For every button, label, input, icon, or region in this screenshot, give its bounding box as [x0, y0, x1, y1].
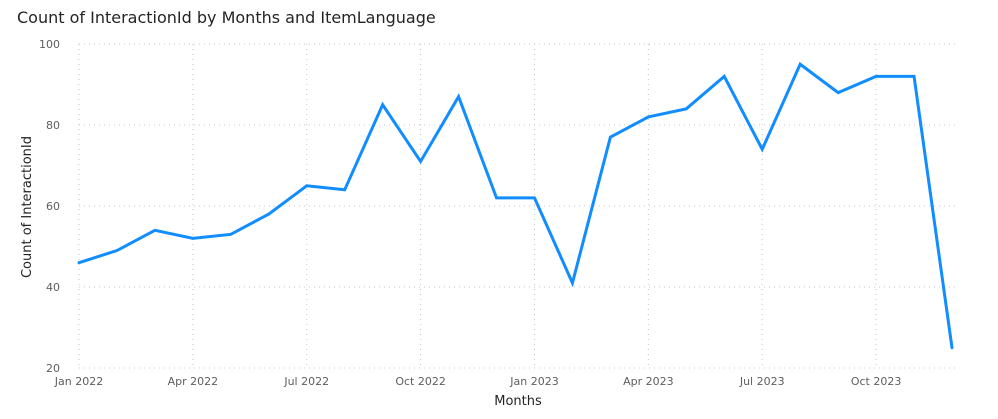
series-layer[interactable]	[75, 60, 956, 352]
x-tick-label: Jan 2022	[54, 375, 103, 388]
data-point[interactable]	[75, 259, 83, 267]
y-tick-label: 40	[46, 281, 60, 294]
data-point[interactable]	[455, 93, 463, 101]
data-point[interactable]	[606, 133, 614, 141]
data-point[interactable]	[834, 89, 842, 97]
data-point[interactable]	[682, 105, 690, 113]
data-point[interactable]	[189, 234, 197, 242]
y-tick-label: 100	[39, 38, 60, 51]
data-point[interactable]	[948, 344, 956, 352]
x-tick-label: Apr 2023	[623, 375, 674, 388]
data-point[interactable]	[493, 194, 501, 202]
chart-title: Count of InteractionId by Months and Ite…	[17, 8, 436, 27]
y-tick-label: 80	[46, 119, 60, 132]
data-point[interactable]	[303, 182, 311, 190]
x-axis-tick-labels: Jan 2022 Apr 2022 Jul 2022 Oct 2022 Jan 2023…	[54, 375, 902, 388]
y-tick-label: 20	[46, 362, 60, 375]
y-tick-label: 60	[46, 200, 60, 213]
y-axis-title: Count of InteractionId	[20, 136, 35, 278]
x-tick-label: Oct 2023	[851, 375, 902, 388]
data-point[interactable]	[796, 60, 804, 68]
x-tick-label: Jul 2022	[283, 375, 329, 388]
data-point[interactable]	[644, 113, 652, 121]
x-tick-label: Apr 2022	[168, 375, 219, 388]
data-point[interactable]	[910, 72, 918, 80]
y-axis-tick-labels: 20 40 60 80 100	[39, 38, 60, 375]
data-point[interactable]	[227, 230, 235, 238]
data-point[interactable]	[265, 210, 273, 218]
data-point[interactable]	[341, 186, 349, 194]
gridlines	[78, 43, 958, 369]
x-axis-title: Months	[494, 394, 542, 409]
x-tick-label: Jul 2023	[739, 375, 785, 388]
data-point[interactable]	[530, 194, 538, 202]
data-point[interactable]	[417, 157, 425, 165]
data-point[interactable]	[568, 279, 576, 287]
data-point[interactable]	[720, 72, 728, 80]
data-point[interactable]	[151, 226, 159, 234]
x-tick-label: Jan 2023	[509, 375, 558, 388]
data-point[interactable]	[379, 101, 387, 109]
x-tick-label: Oct 2022	[395, 375, 446, 388]
data-point[interactable]	[113, 247, 121, 255]
data-point[interactable]	[758, 145, 766, 153]
series-line[interactable]	[77, 61, 954, 350]
data-point[interactable]	[872, 72, 880, 80]
